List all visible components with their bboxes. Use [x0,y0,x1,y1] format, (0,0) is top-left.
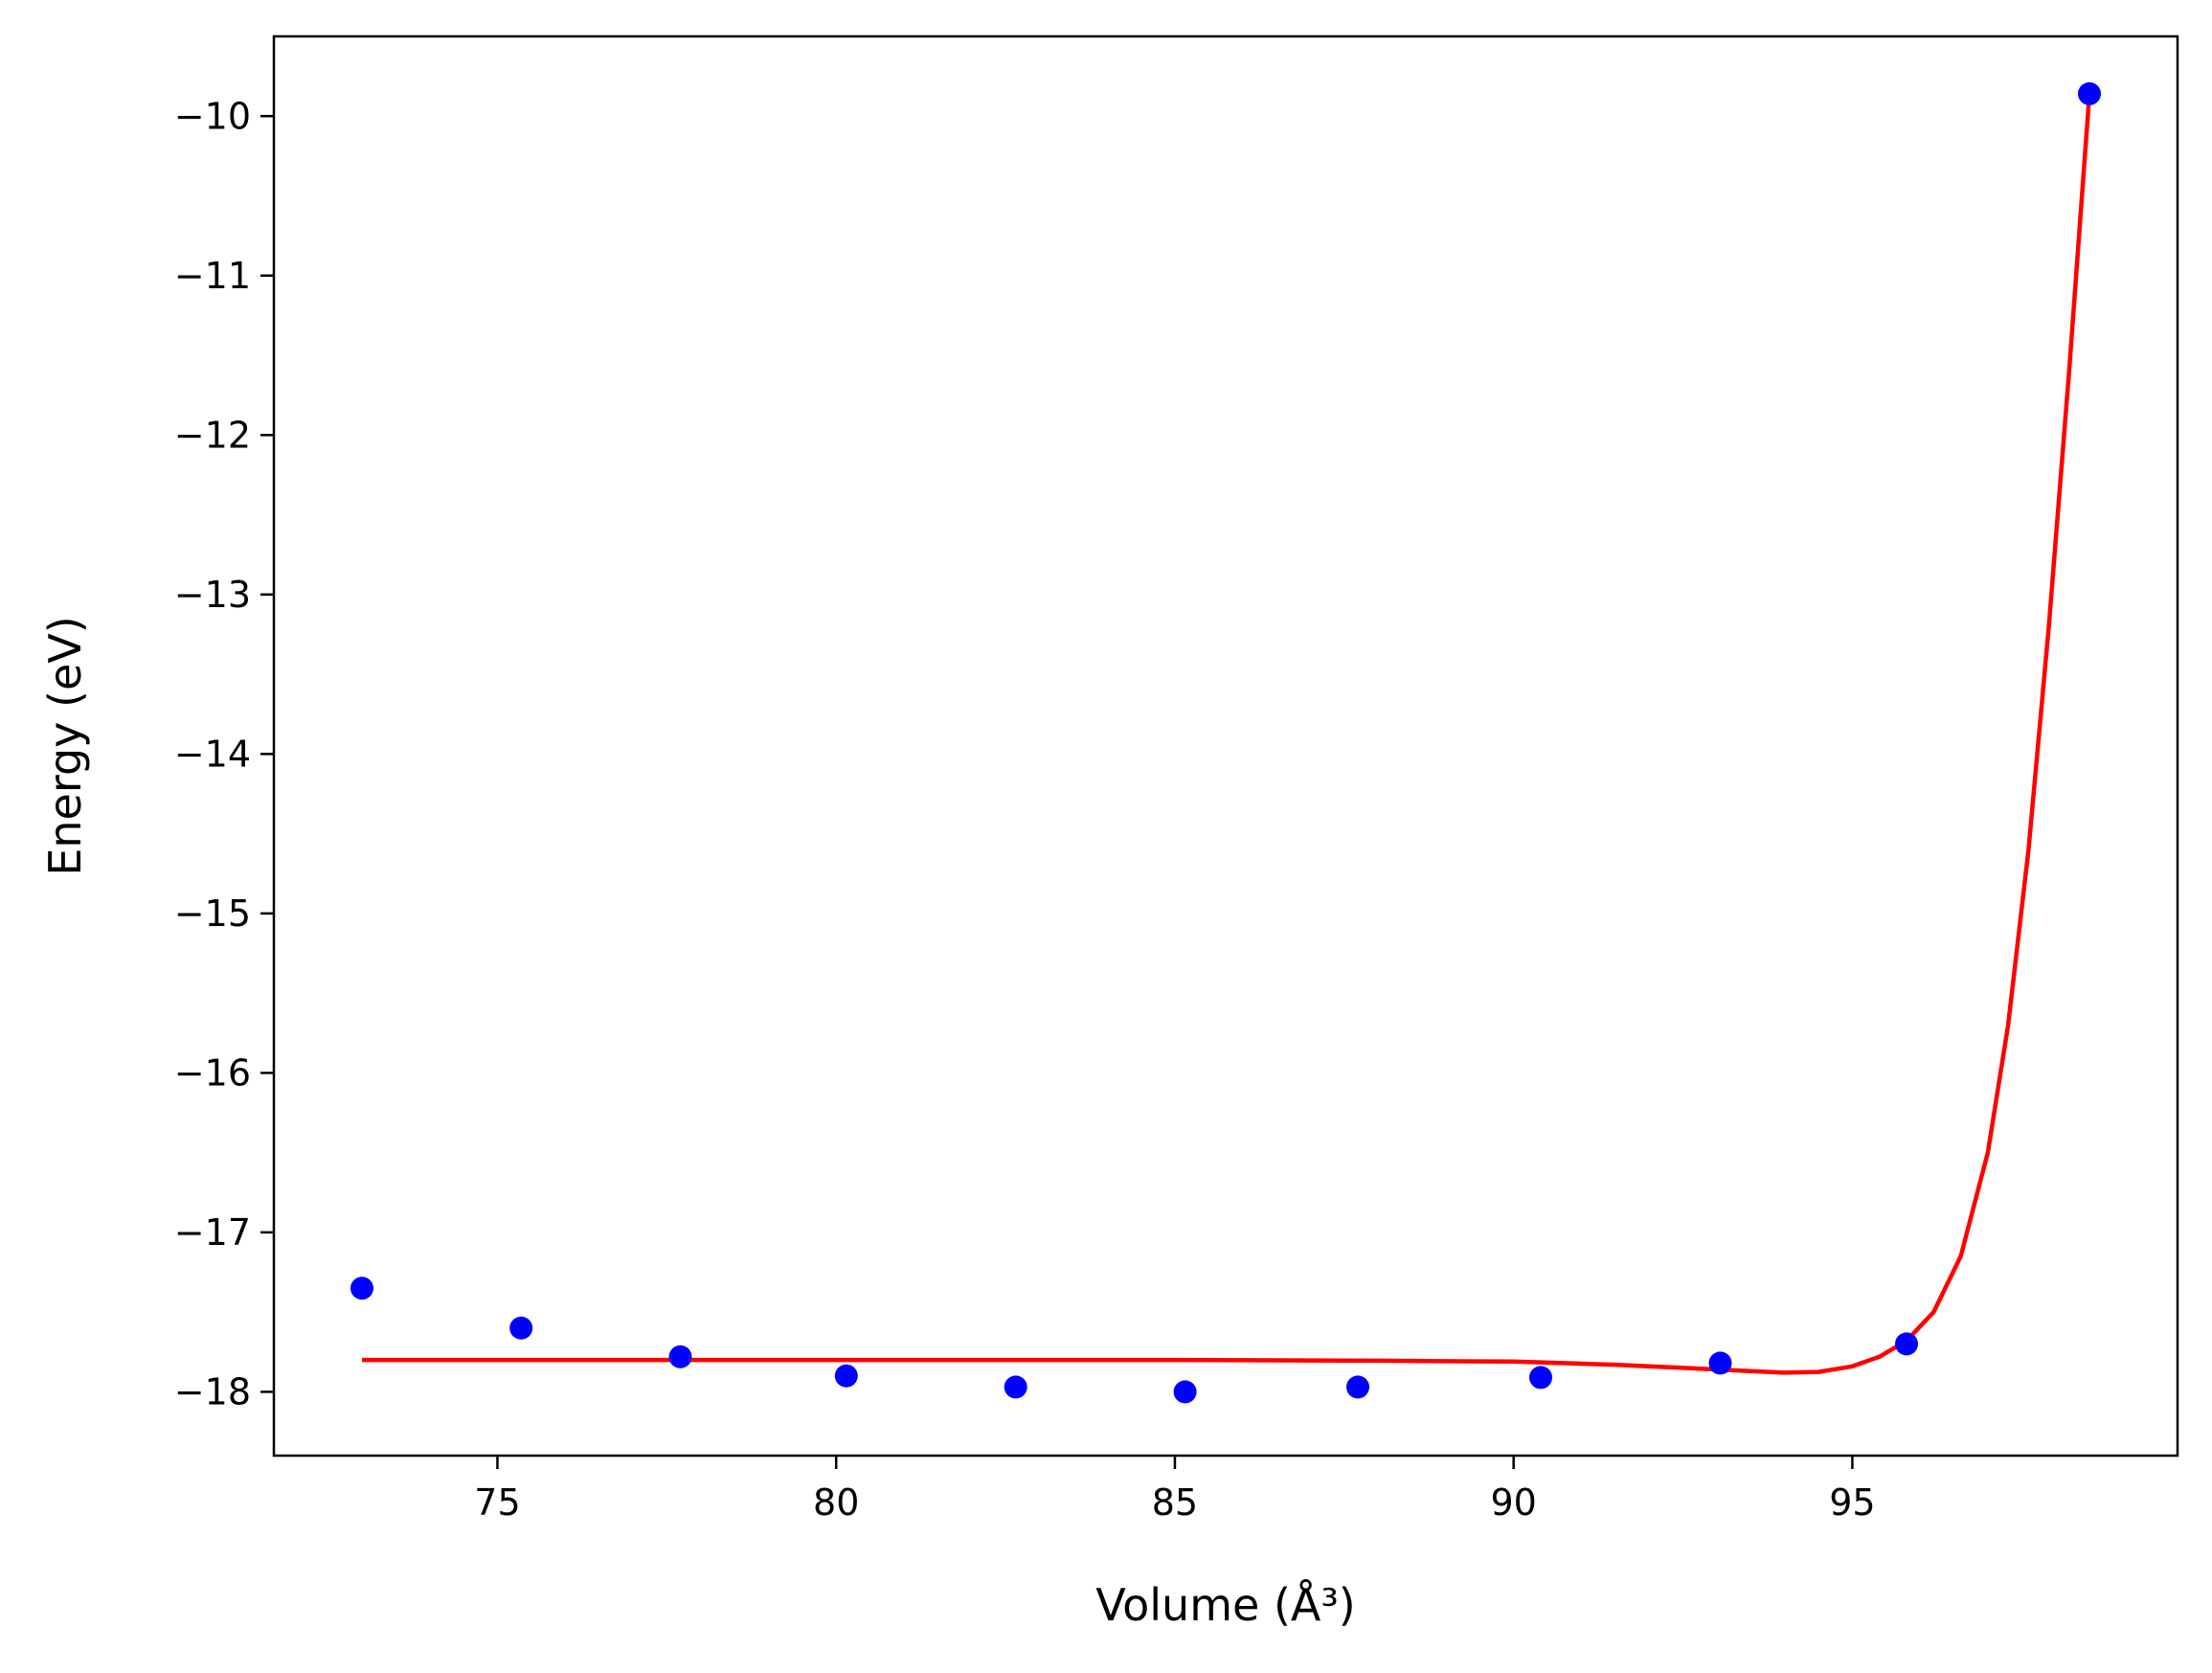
data-points-layer [350,81,2101,1404]
data-point-10 [1895,1332,1918,1356]
data-point-11 [2078,81,2101,105]
plot-frame [272,34,2179,1458]
data-point-1 [350,1277,373,1300]
fit-curve-layer [362,93,2092,1375]
y-axis-label: Energy (eV) [39,616,91,875]
y-tick-label--14: −14 [174,733,251,775]
x-axis-label: Volume (Å³) [1095,1579,1356,1631]
data-point-3 [668,1345,692,1368]
y-tick-label--17: −17 [174,1211,251,1254]
x-tick-label-75: 75 [474,1481,520,1524]
data-point-8 [1529,1366,1552,1390]
y-tick-label--16: −16 [174,1051,251,1094]
data-point-5 [1004,1375,1027,1399]
x-tick-label-85: 85 [1152,1481,1198,1524]
plot-area [274,36,2178,1456]
data-point-7 [1346,1375,1369,1399]
x-axis-ticks: 75 80 85 90 95 [474,1456,1876,1524]
y-tick-label--15: −15 [174,893,251,935]
y-tick-label--11: −11 [174,255,251,297]
y-axis-ticks: −10 −11 −12 −13 −14 −15 −16 −17 −18 [174,95,274,1413]
fit-curve [362,93,2092,1375]
data-point-6 [1173,1380,1197,1404]
y-tick-label--18: −18 [174,1370,251,1413]
data-point-2 [509,1316,533,1340]
x-tick-label-90: 90 [1490,1481,1536,1524]
x-tick-label-95: 95 [1829,1481,1875,1524]
data-point-9 [1708,1351,1732,1375]
y-tick-label--12: −12 [174,414,251,456]
data-point-4 [834,1364,858,1388]
y-tick-label--13: −13 [174,574,251,616]
x-tick-label-80: 80 [813,1481,859,1524]
y-tick-label--10: −10 [174,95,251,137]
